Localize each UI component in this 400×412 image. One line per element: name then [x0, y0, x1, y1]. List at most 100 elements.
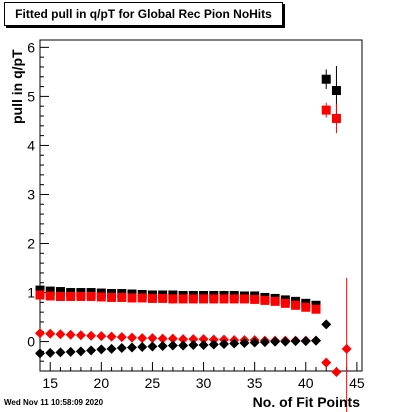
square-point	[270, 296, 280, 306]
square-point	[209, 294, 219, 304]
square-point	[219, 294, 229, 304]
x-tick-label: 45	[349, 375, 365, 391]
diamond-point	[188, 340, 199, 351]
diamond-point	[178, 334, 189, 345]
square-point	[321, 74, 331, 84]
diamond-point	[55, 347, 66, 358]
square-point	[96, 292, 106, 302]
y-tick-label: 3	[27, 186, 35, 202]
square-point	[35, 290, 45, 300]
diamond-point	[321, 319, 332, 330]
diamond-point	[311, 335, 321, 346]
diamond-point	[270, 336, 281, 347]
square-point	[331, 113, 341, 123]
square-point	[158, 293, 168, 303]
diamond-point	[106, 343, 117, 354]
y-tick-label: 2	[27, 236, 35, 252]
square-point	[250, 294, 260, 304]
diamond-point	[167, 333, 178, 344]
square-point	[45, 286, 55, 296]
square-point	[66, 291, 76, 301]
square-point	[55, 287, 65, 297]
diamond-point	[75, 330, 86, 341]
diamond-point	[259, 337, 270, 348]
square-point	[117, 292, 127, 302]
diamond-point	[208, 339, 219, 350]
diamond-point	[86, 330, 97, 341]
square-point	[137, 293, 147, 303]
diamond-point	[116, 342, 127, 353]
square-point	[311, 304, 321, 314]
square-point	[280, 298, 290, 308]
y-tick-label: 1	[27, 285, 35, 301]
square-point	[107, 292, 117, 302]
diamond-point	[198, 334, 209, 345]
x-tick-label: 35	[247, 375, 263, 391]
square-point	[188, 294, 198, 304]
diamond-point	[157, 333, 168, 344]
x-tick-label: 25	[145, 375, 161, 391]
square-point	[45, 291, 55, 301]
diamond-point	[75, 346, 86, 357]
diamond-point	[137, 333, 148, 344]
diamond-point	[55, 329, 66, 340]
square-point	[55, 291, 65, 301]
diamond-point	[229, 338, 240, 349]
chart-title: Fitted pull in q/pT for Global Rec Pion …	[15, 7, 272, 21]
diamond-point	[147, 333, 158, 344]
y-tick-label: 0	[27, 334, 35, 350]
square-point	[86, 291, 96, 301]
diamond-point	[35, 328, 45, 339]
diamond-point	[127, 332, 137, 343]
timestamp: Wed Nov 11 10:58:09 2020	[4, 398, 104, 407]
diamond-point	[280, 336, 291, 347]
diamond-point	[167, 340, 178, 351]
diamond-point	[321, 357, 332, 368]
chart-title-box: Fitted pull in q/pT for Global Rec Pion …	[4, 2, 283, 26]
y-tick-label: 6	[27, 39, 35, 55]
x-tick-label: 15	[42, 375, 58, 391]
diamond-point	[198, 340, 209, 351]
diamond-point	[188, 334, 199, 345]
square-point	[239, 294, 249, 304]
diamond-point	[341, 343, 352, 354]
diamond-point	[127, 342, 137, 353]
square-point	[199, 294, 209, 304]
square-point	[178, 294, 188, 304]
square-point	[168, 294, 178, 304]
square-point	[147, 293, 157, 303]
y-tick-label: 4	[27, 137, 35, 153]
diamond-point	[219, 339, 229, 350]
square-point	[76, 291, 86, 301]
diamond-point	[86, 345, 97, 356]
square-point	[331, 86, 341, 96]
x-tick-label: 40	[298, 375, 314, 391]
square-point	[291, 300, 301, 310]
x-axis-label: No. of Fit Points	[252, 394, 360, 410]
diamond-point	[116, 332, 127, 343]
diamond-point	[249, 337, 260, 348]
diamond-point	[96, 331, 107, 342]
square-point	[229, 294, 239, 304]
diamond-point	[45, 328, 56, 339]
diamond-point	[137, 341, 148, 352]
diamond-point	[147, 341, 158, 352]
x-tick-label: 30	[196, 375, 212, 391]
diamond-point	[45, 347, 56, 358]
diamond-point	[65, 346, 76, 357]
diamond-point	[65, 329, 76, 340]
plot-frame	[39, 39, 363, 372]
diamond-point	[35, 348, 45, 359]
square-point	[127, 293, 137, 303]
y-axis-label: pull in q/pT	[9, 49, 25, 124]
diamond-point	[239, 338, 250, 349]
square-point	[260, 295, 270, 305]
diamond-point	[290, 336, 301, 347]
diamond-point	[331, 366, 342, 377]
square-point	[301, 302, 311, 312]
diamond-point	[96, 344, 107, 355]
y-tick-label: 5	[27, 88, 35, 104]
diamond-point	[157, 340, 168, 351]
square-point	[321, 105, 331, 115]
